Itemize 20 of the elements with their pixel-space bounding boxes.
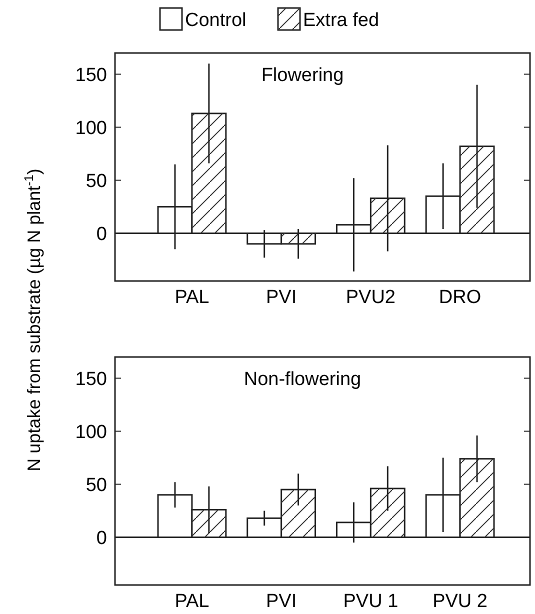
y-tick-label: 100: [75, 118, 107, 139]
y-tick-label: 150: [75, 64, 107, 86]
y-tick-label: 0: [96, 528, 107, 549]
x-tick-label: PVU 1: [343, 591, 398, 612]
x-tick-label: DRO: [438, 287, 482, 308]
legend-label: Control: [185, 10, 246, 31]
y-tick-label: 0: [96, 224, 107, 245]
text: Flowering: [261, 65, 344, 86]
y-tick-label: 50: [86, 170, 107, 192]
x-tick-label: PAL: [174, 287, 210, 308]
y-tick-label: 100: [75, 422, 107, 443]
y-tick-label: 150: [75, 368, 107, 390]
x-tick-label: PVU 2: [432, 591, 488, 612]
x-tick-label: PVI: [266, 591, 297, 612]
x-tick-label: PAL: [174, 591, 210, 612]
text: Non-flowering: [244, 369, 362, 390]
y-tick-label: 50: [86, 474, 107, 496]
legend-label: Extra fed: [303, 10, 380, 31]
x-tick-label: PVU2: [346, 287, 396, 308]
x-tick-label: PVI: [266, 287, 297, 308]
